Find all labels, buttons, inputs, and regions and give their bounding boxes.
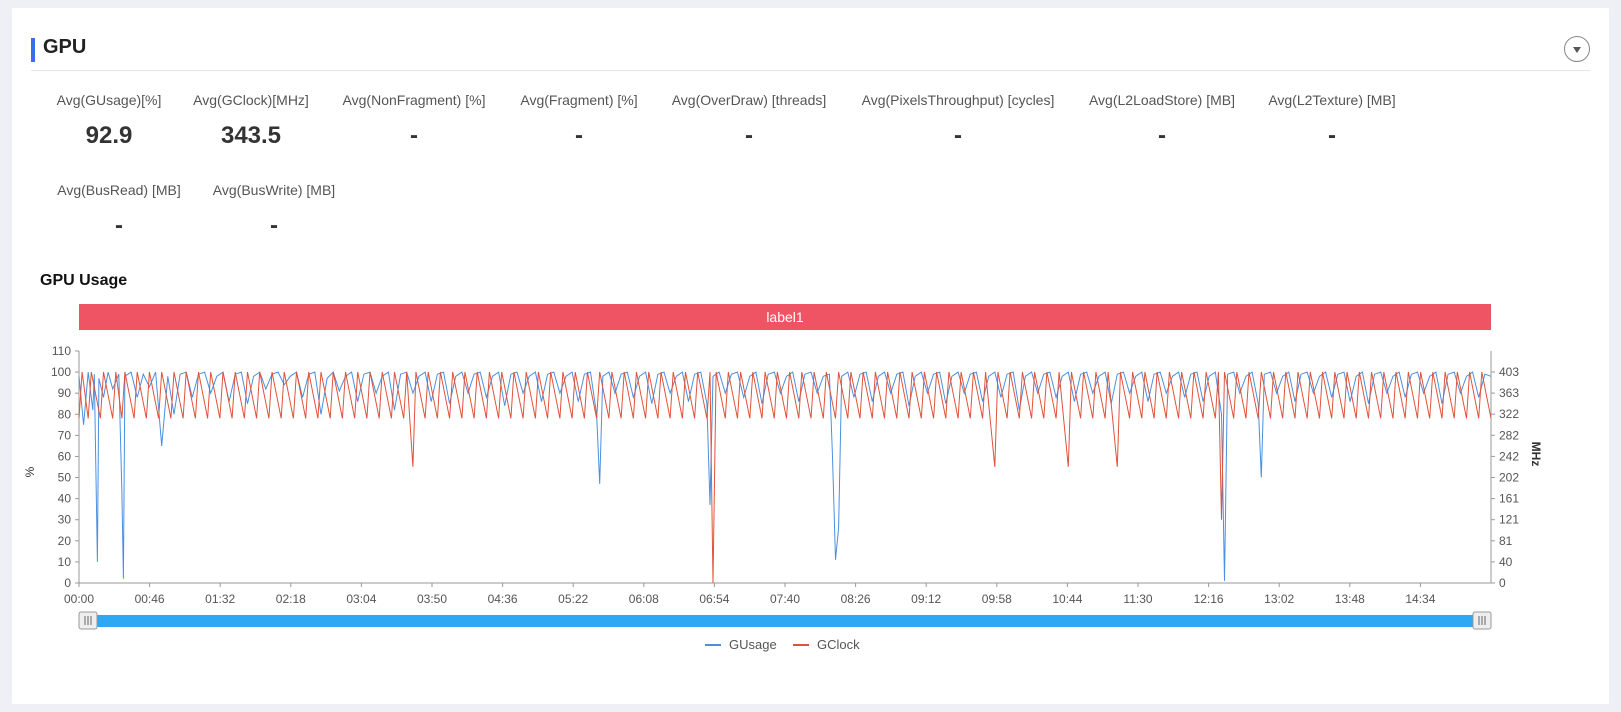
y-tick-label: 100 (51, 365, 71, 379)
x-tick-label: 04:36 (488, 592, 518, 606)
metric-card: Avg(BusRead) [MB] - (9, 182, 229, 240)
zoom-slider-track[interactable] (85, 615, 1485, 627)
x-tick-label: 05:22 (558, 592, 588, 606)
x-tick-label: 06:54 (699, 592, 729, 606)
x-tick-label: 14:34 (1405, 592, 1435, 606)
metric-value: 343.5 (220, 122, 282, 149)
metric-value: - (575, 122, 583, 149)
x-tick-label: 11:30 (1123, 592, 1152, 606)
metric-card: Avg(Fragment) [%] - (469, 92, 689, 150)
x-tick-label: 12:16 (1194, 592, 1224, 606)
x-tick-label: 01:32 (205, 592, 235, 606)
metric-card: Avg(BusWrite) [MB] - (164, 182, 384, 240)
x-tick-label: 00:46 (135, 592, 165, 606)
chart-title: GPU Usage (40, 272, 128, 289)
y-tick-label: 20 (58, 534, 72, 548)
y-tick-label: 70 (58, 428, 72, 442)
metric-value: - (270, 212, 278, 239)
metric-card: Avg(OverDraw) [threads] - (639, 92, 859, 150)
y2-tick-label: 202 (1499, 471, 1519, 485)
metric-value: - (410, 122, 418, 149)
metric-value: - (115, 212, 123, 239)
x-tick-label: 10:44 (1052, 592, 1082, 606)
series-line-gusage (78, 371, 1492, 581)
y2-tick-label: 363 (1499, 386, 1519, 400)
metric-label: Avg(Fragment) [%] (520, 92, 638, 108)
y-axis-label: % (23, 466, 37, 477)
y-tick-label: 10 (58, 555, 72, 569)
y2-tick-label: 161 (1499, 492, 1519, 506)
y-tick-label: 40 (58, 492, 72, 506)
x-tick-label: 02:18 (276, 592, 306, 606)
x-tick-label: 06:08 (629, 592, 659, 606)
y2-tick-label: 40 (1499, 555, 1513, 569)
metric-card: Avg(L2LoadStore) [MB] - (1052, 92, 1272, 150)
y2-tick-label: 282 (1499, 428, 1519, 442)
y2-tick-label: 81 (1499, 534, 1513, 548)
y2-tick-label: 121 (1499, 513, 1519, 527)
section-header: GPU (31, 26, 1590, 71)
y-tick-label: 80 (58, 407, 72, 421)
metric-card: Avg(PixelsThroughput) [cycles] - (848, 92, 1068, 150)
metric-value: - (1158, 122, 1166, 149)
metric-card: Avg(GUsage)[%] 92.9 (0, 92, 219, 150)
y2-tick-label: 242 (1499, 449, 1519, 463)
legend-label-gclock: GClock (817, 637, 860, 652)
chevron-down-icon (1573, 47, 1581, 53)
metric-label: Avg(BusWrite) [MB] (212, 182, 336, 198)
metric-value: - (954, 122, 962, 149)
metric-label: Avg(BusRead) [MB] (57, 182, 181, 198)
section-accent-bar (31, 38, 35, 62)
metric-value: 92.9 (85, 122, 133, 149)
section-title: GPU (43, 36, 87, 58)
gpu-usage-chart: label1 0 10 20 30 40 50 60 70 80 90 100 110 0 40 81 121 1… (23, 304, 1543, 652)
gpu-panel: GPU Avg(GUsage)[%] 92.9 Avg(GClock)[MHz] 34… (12, 8, 1609, 704)
metric-card: Avg(GClock)[MHz] 343.5 (141, 92, 361, 150)
label-band[interactable] (79, 304, 1491, 330)
x-tick-label: 03:50 (417, 592, 447, 606)
x-tick-label: 03:04 (346, 592, 376, 606)
y2-tick-label: 403 (1499, 365, 1519, 379)
y-tick-label: 110 (52, 344, 71, 358)
y2-axis-label: MHz (1529, 442, 1543, 467)
collapse-button[interactable] (1564, 36, 1590, 62)
metric-label: Avg(NonFragment) [%] (342, 92, 486, 108)
x-tick-label: 09:12 (911, 592, 941, 606)
x-tick-label: 13:02 (1264, 592, 1294, 606)
metric-card: Avg(NonFragment) [%] - (304, 92, 524, 150)
metric-label: Avg(GUsage)[%] (56, 92, 162, 108)
metric-value: - (1328, 122, 1336, 149)
y-tick-label: 50 (58, 471, 72, 485)
y2-tick-label: 322 (1499, 407, 1519, 421)
series-line-gclock (78, 371, 1492, 584)
label-band-text: label1 (766, 309, 804, 325)
y-tick-label: 60 (58, 449, 72, 463)
metric-label: Avg(PixelsThroughput) [cycles] (861, 92, 1055, 108)
y-tick-label: 0 (64, 576, 71, 590)
legend-label-gusage: GUsage (729, 637, 777, 652)
x-tick-label: 08:26 (841, 592, 871, 606)
x-tick-label: 00:00 (64, 592, 94, 606)
y-tick-label: 90 (58, 386, 72, 400)
metric-label: Avg(L2LoadStore) [MB] (1088, 92, 1236, 108)
metric-label: Avg(L2Texture) [MB] (1268, 92, 1396, 108)
metric-value: - (745, 122, 753, 149)
metric-label: Avg(GClock)[MHz] (193, 92, 309, 108)
metric-label: Avg(OverDraw) [threads] (671, 92, 827, 108)
y-tick-label: 30 (58, 513, 72, 527)
x-tick-label: 13:48 (1335, 592, 1365, 606)
y2-tick-label: 0 (1499, 576, 1506, 590)
x-tick-label: 09:58 (982, 592, 1012, 606)
metric-card: Avg(L2Texture) [MB] - (1222, 92, 1442, 150)
x-tick-label: 07:40 (770, 592, 800, 606)
